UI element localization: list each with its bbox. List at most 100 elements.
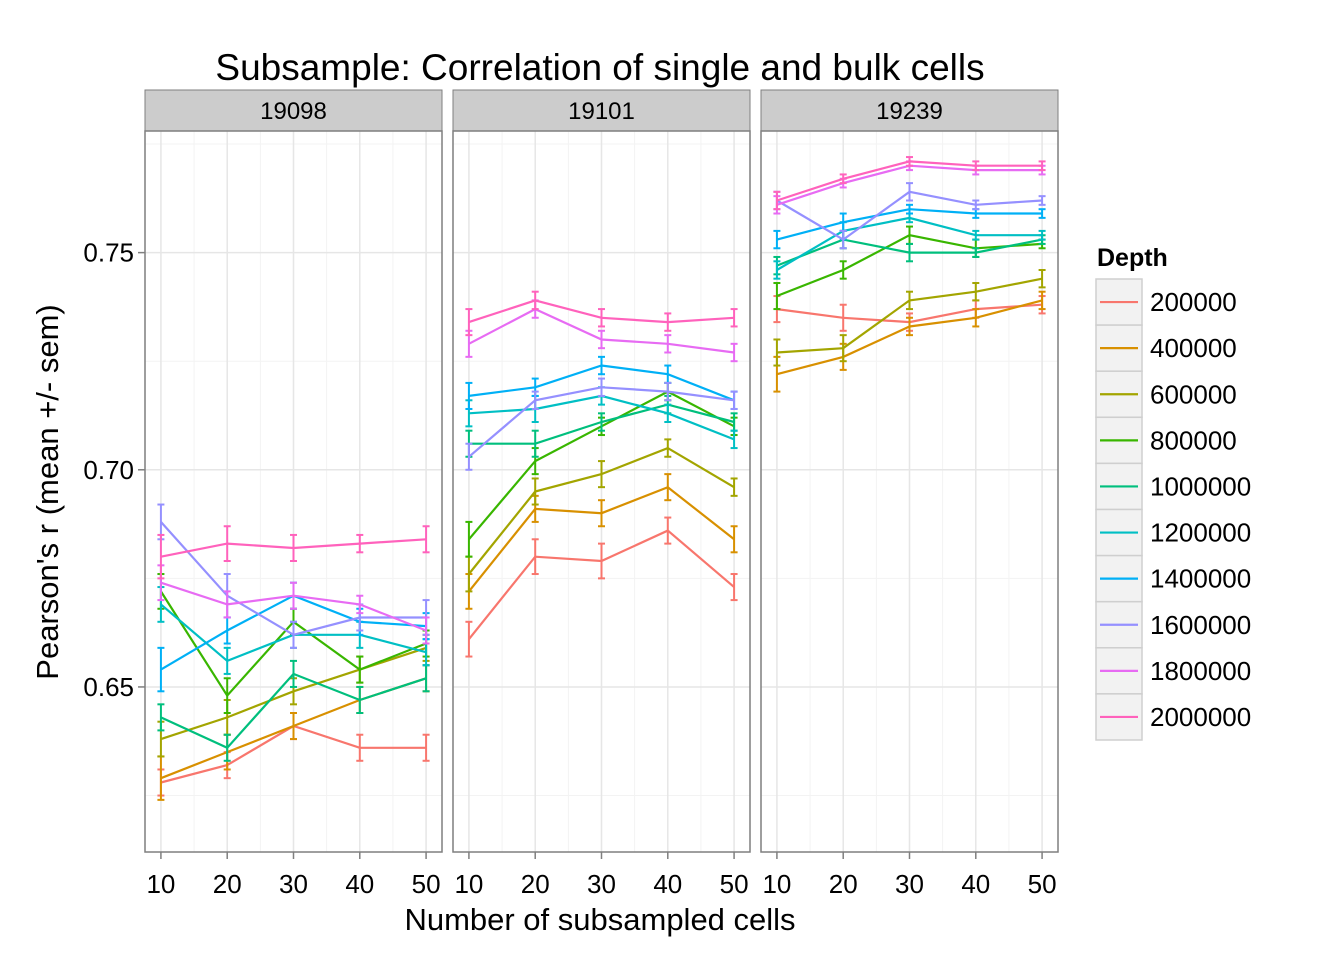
error-bar bbox=[422, 616, 430, 645]
error-bar bbox=[223, 590, 231, 619]
facet-label: 19098 bbox=[260, 98, 327, 125]
error-bar bbox=[157, 703, 165, 732]
error-bar bbox=[1038, 208, 1046, 219]
error-bar bbox=[157, 646, 165, 693]
legend-item-1000000: 1000000 bbox=[1095, 462, 1251, 511]
error-bar bbox=[839, 173, 847, 185]
panel-19239: 19239 10 20 30 40 50 bbox=[760, 89, 1059, 899]
error-bar bbox=[598, 355, 605, 376]
legend-item-2000000: 2000000 bbox=[1095, 693, 1251, 741]
error-bar bbox=[223, 677, 231, 715]
error-bar bbox=[290, 620, 297, 649]
series-1800000 bbox=[465, 299, 738, 363]
error-bar bbox=[664, 381, 672, 402]
y-tick-label: 0.65 bbox=[83, 672, 134, 702]
error-bar bbox=[906, 203, 913, 215]
facet-panels: 19098 10 20 30 40 50 19101 10 20 30 40 50 19239 10 20 3… bbox=[144, 89, 1059, 899]
y-axis: 0.65 0.70 0.75 bbox=[83, 238, 145, 702]
error-bar bbox=[906, 290, 913, 311]
error-bar bbox=[290, 533, 297, 562]
y-tick-label: 0.70 bbox=[83, 455, 134, 485]
error-bar bbox=[730, 342, 738, 363]
legend-item-400000: 400000 bbox=[1095, 324, 1237, 372]
error-bar bbox=[356, 533, 364, 554]
x-tick-label: 30 bbox=[279, 869, 308, 899]
x-tick-label: 50 bbox=[720, 869, 749, 899]
x-axis: 10 20 30 40 50 bbox=[762, 852, 1057, 899]
y-tick-label: 0.75 bbox=[83, 238, 134, 268]
error-bar bbox=[598, 329, 605, 350]
legend-label: 600000 bbox=[1150, 379, 1237, 409]
error-bar bbox=[598, 308, 605, 328]
series-2000000 bbox=[157, 525, 430, 580]
x-tick-label: 50 bbox=[1028, 869, 1057, 899]
error-bar bbox=[664, 334, 672, 354]
error-bar bbox=[356, 594, 364, 615]
error-bar bbox=[972, 282, 980, 302]
error-bar bbox=[730, 477, 738, 497]
error-bar bbox=[223, 733, 231, 762]
legend-label: 1000000 bbox=[1150, 471, 1251, 501]
error-bar bbox=[773, 190, 781, 211]
series-1600000 bbox=[465, 377, 738, 471]
error-bar bbox=[1038, 160, 1046, 172]
error-bar bbox=[531, 390, 539, 410]
x-axis: 10 20 30 40 50 bbox=[454, 852, 749, 899]
x-tick-label: 20 bbox=[213, 869, 242, 899]
error-bar bbox=[730, 573, 738, 602]
gridlines bbox=[453, 131, 750, 852]
facet-label: 19239 bbox=[876, 98, 943, 125]
error-bar bbox=[839, 260, 847, 280]
x-axis-title: Number of subsampled cells bbox=[404, 902, 795, 937]
error-bar bbox=[773, 260, 781, 280]
error-bar bbox=[730, 429, 738, 450]
error-bar bbox=[422, 525, 430, 554]
x-tick-label: 40 bbox=[961, 869, 990, 899]
error-bar bbox=[598, 542, 605, 580]
error-bar bbox=[839, 229, 847, 250]
legend-label: 1600000 bbox=[1150, 610, 1251, 640]
error-bar bbox=[531, 477, 539, 506]
legend-item-1400000: 1400000 bbox=[1095, 554, 1251, 603]
x-tick-label: 10 bbox=[454, 869, 483, 899]
error-bar bbox=[422, 733, 430, 762]
error-bar bbox=[972, 247, 980, 258]
series-600000 bbox=[773, 268, 1046, 367]
x-tick-label: 30 bbox=[587, 869, 616, 899]
series-200000 bbox=[465, 516, 738, 658]
error-bar bbox=[531, 429, 539, 458]
x-tick-label: 20 bbox=[521, 869, 550, 899]
error-bar bbox=[773, 338, 781, 367]
x-tick-label: 40 bbox=[653, 869, 682, 899]
legend-item-1200000: 1200000 bbox=[1095, 508, 1251, 557]
x-tick-label: 20 bbox=[829, 869, 858, 899]
x-tick-label: 10 bbox=[762, 869, 791, 899]
legend-title: Depth bbox=[1097, 244, 1168, 272]
error-bar bbox=[664, 438, 672, 458]
error-bar bbox=[465, 308, 473, 337]
legend-label: 1200000 bbox=[1150, 518, 1251, 548]
error-bar bbox=[730, 390, 738, 410]
legend-item-1800000: 1800000 bbox=[1095, 647, 1251, 695]
error-bar bbox=[356, 685, 364, 715]
error-bar bbox=[730, 308, 738, 328]
facet-strip bbox=[144, 89, 443, 132]
error-bar bbox=[730, 525, 738, 554]
y-axis-title: Pearson's r (mean +/- sem) bbox=[30, 304, 65, 679]
error-bar bbox=[839, 334, 847, 363]
error-bar bbox=[598, 499, 605, 528]
error-bar bbox=[598, 377, 605, 397]
error-bar bbox=[157, 533, 165, 580]
error-bar bbox=[465, 442, 473, 471]
error-bar bbox=[465, 520, 473, 558]
legend-label: 200000 bbox=[1150, 287, 1237, 317]
x-tick-label: 50 bbox=[412, 869, 441, 899]
error-bar bbox=[290, 712, 297, 741]
error-bar bbox=[290, 659, 297, 688]
error-bar bbox=[465, 620, 473, 658]
legend: Depth 200000 400000 600000 800000 1000000 1200… bbox=[1095, 244, 1251, 741]
error-bar bbox=[972, 308, 980, 328]
facet-strip bbox=[452, 89, 751, 132]
error-bar bbox=[598, 412, 605, 432]
legend-label: 2000000 bbox=[1150, 702, 1251, 732]
